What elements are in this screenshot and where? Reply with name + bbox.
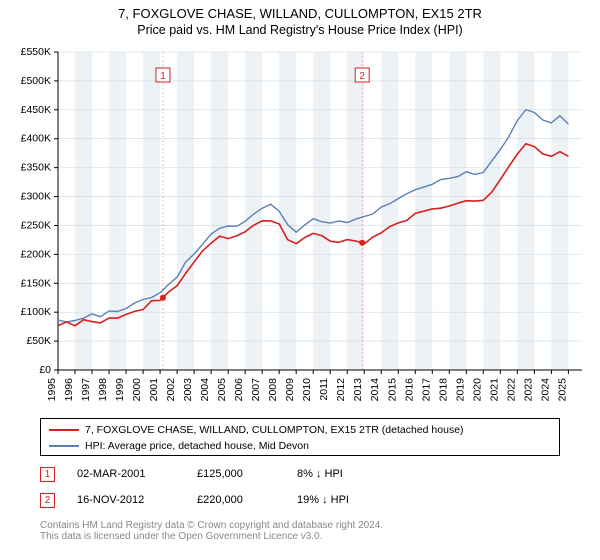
footer: Contains HM Land Registry data © Crown c… [40,520,560,542]
svg-text:2025: 2025 [556,378,568,402]
svg-text:2005: 2005 [216,378,228,402]
svg-text:2007: 2007 [250,378,262,402]
svg-text:£150K: £150K [21,277,51,289]
footer-line-1: Contains HM Land Registry data © Crown c… [40,520,560,531]
sale-price-2: £220,000 [197,494,297,506]
svg-text:1998: 1998 [97,378,109,402]
legend-swatch-property [49,429,79,431]
svg-text:2002: 2002 [165,378,177,402]
svg-text:£200K: £200K [21,248,51,260]
svg-text:2010: 2010 [301,378,313,402]
sale-marker-1: 1 [40,467,55,482]
svg-text:2021: 2021 [488,378,500,402]
sale-row-2: 2 16-NOV-2012 £220,000 19% ↓ HPI [40,490,560,510]
chart-title: 7, FOXGLOVE CHASE, WILLAND, CULLOMPTON, … [0,0,600,21]
svg-text:£50K: £50K [26,335,51,347]
svg-text:2018: 2018 [437,378,449,402]
svg-text:2004: 2004 [199,378,211,402]
svg-text:2017: 2017 [420,378,432,402]
svg-text:£450K: £450K [21,104,51,116]
svg-text:1997: 1997 [80,378,92,402]
legend: 7, FOXGLOVE CHASE, WILLAND, CULLOMPTON, … [40,418,560,456]
svg-text:2003: 2003 [182,378,194,402]
chart-area: £0 £50K £100K £150K £200K £250K £300K £350K £400… [8,46,592,410]
chart-subtitle: Price paid vs. HM Land Registry's House … [0,21,600,37]
svg-text:1996: 1996 [63,378,75,402]
sale-diff-1: 8% ↓ HPI [297,468,397,480]
svg-text:2013: 2013 [352,378,364,402]
legend-label-hpi: HPI: Average price, detached house, Mid … [85,440,309,452]
svg-text:£350K: £350K [21,162,51,174]
svg-text:2020: 2020 [471,378,483,402]
sale-price-1: £125,000 [197,468,297,480]
svg-text:£500K: £500K [21,75,51,87]
svg-text:£100K: £100K [21,306,51,318]
chart-container: 7, FOXGLOVE CHASE, WILLAND, CULLOMPTON, … [0,0,600,560]
svg-text:2023: 2023 [522,378,534,402]
legend-row-property: 7, FOXGLOVE CHASE, WILLAND, CULLOMPTON, … [49,422,551,438]
svg-text:1: 1 [160,71,166,82]
svg-text:2016: 2016 [403,378,415,402]
svg-text:£400K: £400K [21,133,51,145]
sale-marker-2: 2 [40,493,55,508]
sale-date-2: 16-NOV-2012 [77,494,197,506]
svg-text:£0: £0 [39,364,51,376]
svg-text:2000: 2000 [131,378,143,402]
svg-text:2019: 2019 [454,378,466,402]
svg-text:2014: 2014 [369,378,381,402]
svg-text:2012: 2012 [335,378,347,402]
svg-text:1999: 1999 [114,378,126,402]
svg-text:£300K: £300K [21,191,51,203]
svg-text:2022: 2022 [505,378,517,402]
svg-text:£550K: £550K [21,46,51,58]
sale-diff-2: 19% ↓ HPI [297,494,397,506]
legend-row-hpi: HPI: Average price, detached house, Mid … [49,438,551,454]
svg-text:2001: 2001 [148,378,160,402]
chart-svg: £0 £50K £100K £150K £200K £250K £300K £350K £400… [8,46,592,410]
legend-label-property: 7, FOXGLOVE CHASE, WILLAND, CULLOMPTON, … [85,424,464,436]
svg-text:2024: 2024 [539,378,551,402]
svg-text:£250K: £250K [21,219,51,231]
footer-line-2: This data is licensed under the Open Gov… [40,531,560,542]
svg-text:2: 2 [359,71,365,82]
svg-text:2015: 2015 [386,378,398,402]
svg-text:1995: 1995 [46,378,58,402]
svg-text:2009: 2009 [284,378,296,402]
svg-text:2011: 2011 [318,378,330,401]
svg-text:2006: 2006 [233,378,245,402]
svg-text:2008: 2008 [267,378,279,402]
sale-date-1: 02-MAR-2001 [77,468,197,480]
sale-row-1: 1 02-MAR-2001 £125,000 8% ↓ HPI [40,464,560,484]
legend-swatch-hpi [49,445,79,447]
